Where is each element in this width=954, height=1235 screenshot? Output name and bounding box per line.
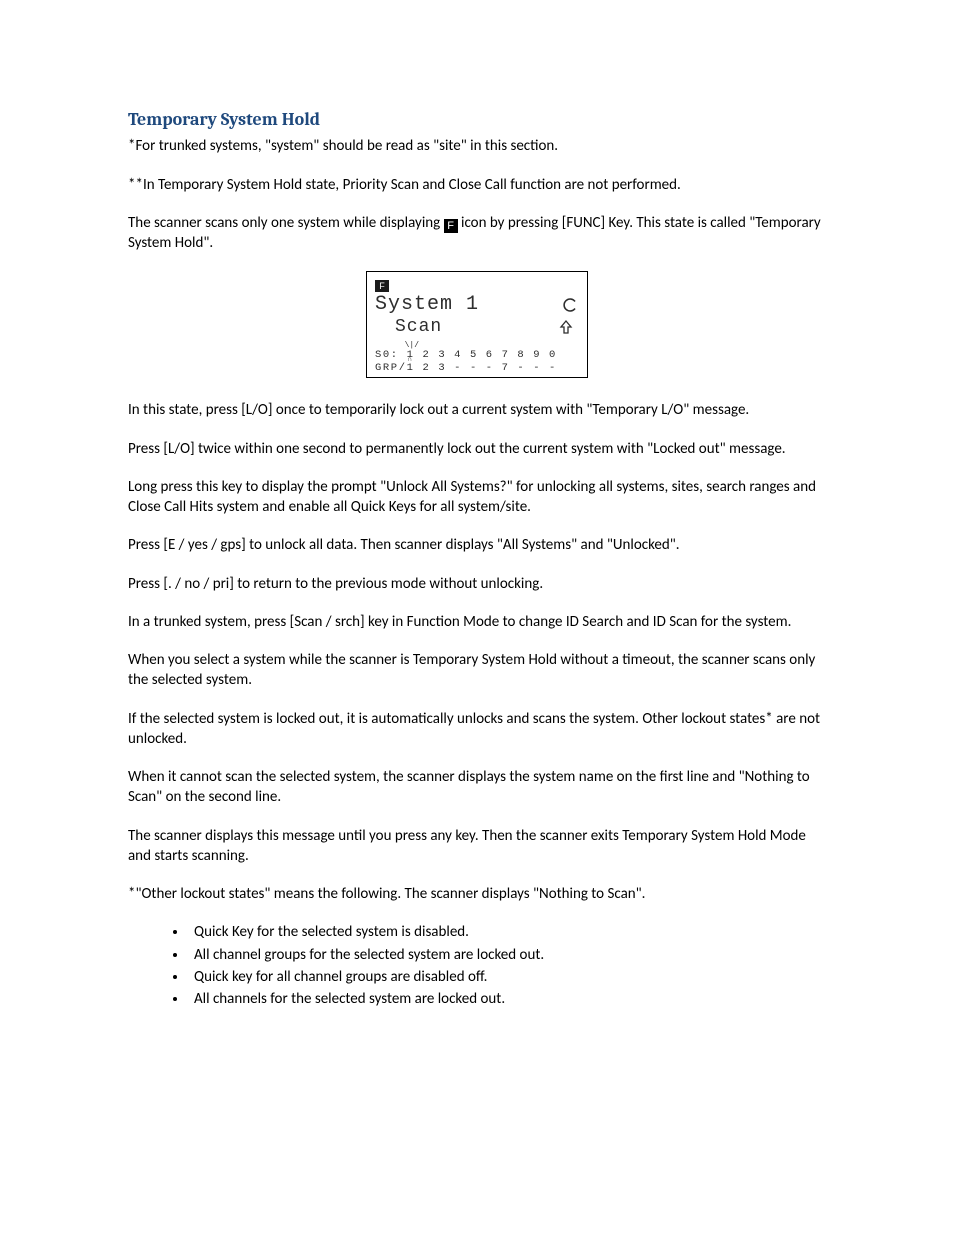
paragraph-other-lockout-def: *"Other lockout states" means the follow…: [128, 884, 826, 904]
lcd-grp-digit-0: -: [549, 363, 557, 374]
lcd-grp-digit-4: -: [454, 363, 462, 374]
lcd-grp-digit-6: -: [486, 363, 494, 374]
lcd-s0-digit-6: 6: [486, 350, 494, 361]
lcd-grp-digit-9: -: [533, 363, 541, 374]
lcd-s0-digit-7: 7: [502, 350, 510, 361]
note-asterisk-2: **In Temporary System Hold state, Priori…: [128, 175, 826, 195]
lockout-states-list: Quick Key for the selected system is dis…: [128, 922, 826, 1009]
list-item: Quick Key for the selected system is dis…: [188, 922, 826, 942]
paragraph-e-yes-gps: Press [E / yes / gps] to unlock all data…: [128, 535, 826, 555]
list-item: All channels for the selected system are…: [188, 989, 826, 1009]
lcd-scan-label: Scan: [395, 318, 442, 336]
paragraph-long-press: Long press this key to display the promp…: [128, 477, 826, 518]
paragraph-select-system: When you select a system while the scann…: [128, 650, 826, 691]
lcd-c-icon: [563, 297, 579, 313]
intro-paragraph: The scanner scans only one system while …: [128, 213, 826, 254]
lcd-s0-digit-9: 9: [533, 350, 541, 361]
note-asterisk-1: *For trunked systems, "system" should be…: [128, 136, 826, 156]
lcd-s0-digit-3: 3: [438, 350, 446, 361]
paragraph-lo-once: In this state, press [L/O] once to tempo…: [128, 400, 826, 420]
document-page: Temporary System Hold *For trunked syste…: [0, 0, 954, 1087]
lcd-grp-label: GRP/: [375, 363, 407, 374]
paragraph-nothing-to-scan: When it cannot scan the selected system,…: [128, 767, 826, 808]
lcd-grp-digit-7: 7: [502, 363, 510, 374]
paragraph-lo-twice: Press [L/O] twice within one second to p…: [128, 439, 826, 459]
paragraph-press-any-key: The scanner displays this message until …: [128, 826, 826, 867]
lcd-grp-digit-5: -: [470, 363, 478, 374]
intro-text-before: The scanner scans only one system while …: [128, 214, 444, 232]
lcd-grp-digit-8: -: [517, 363, 525, 374]
lcd-grp-digit-1: ∩1: [407, 363, 415, 374]
list-item: Quick key for all channel groups are dis…: [188, 967, 826, 987]
list-item: All channel groups for the selected syst…: [188, 945, 826, 965]
lcd-s0-digit-2: 2: [423, 350, 431, 361]
section-title: Temporary System Hold: [128, 108, 826, 132]
lcd-s0-digit-8: 8: [517, 350, 525, 361]
lcd-grp-row: GRP/∩1 2 3 - - - 7 - - -: [375, 361, 579, 374]
lcd-s0-digit-4: 4: [454, 350, 462, 361]
lcd-s0-label: S0:: [375, 350, 399, 361]
lcd-s0-digit-0: 0: [549, 350, 557, 361]
paragraph-locked-out: If the selected system is locked out, it…: [128, 709, 826, 750]
lcd-system-name: System 1: [375, 295, 479, 315]
lcd-s0-digit-5: 5: [470, 350, 478, 361]
up-arrow-icon: [559, 319, 573, 335]
f-icon: F: [444, 219, 458, 233]
paragraph-no-pri: Press [. / no / pri] to return to the pr…: [128, 574, 826, 594]
lcd-screen: F System 1 Scan S0: \|/1 2 3 4 5 6 7 8 9…: [366, 271, 588, 378]
lcd-grp-digit-2: 2: [423, 363, 431, 374]
lcd-line-2: Scan: [375, 316, 579, 338]
lcd-grp-digit-3: 3: [438, 363, 446, 374]
lcd-s0-row: S0: \|/1 2 3 4 5 6 7 8 9 0: [375, 348, 579, 361]
lcd-line-1: System 1: [375, 294, 579, 316]
lcd-figure: F System 1 Scan S0: \|/1 2 3 4 5 6 7 8 9…: [128, 271, 826, 378]
lcd-f-icon: F: [375, 280, 389, 292]
paragraph-scan-srch: In a trunked system, press [Scan / srch]…: [128, 612, 826, 632]
